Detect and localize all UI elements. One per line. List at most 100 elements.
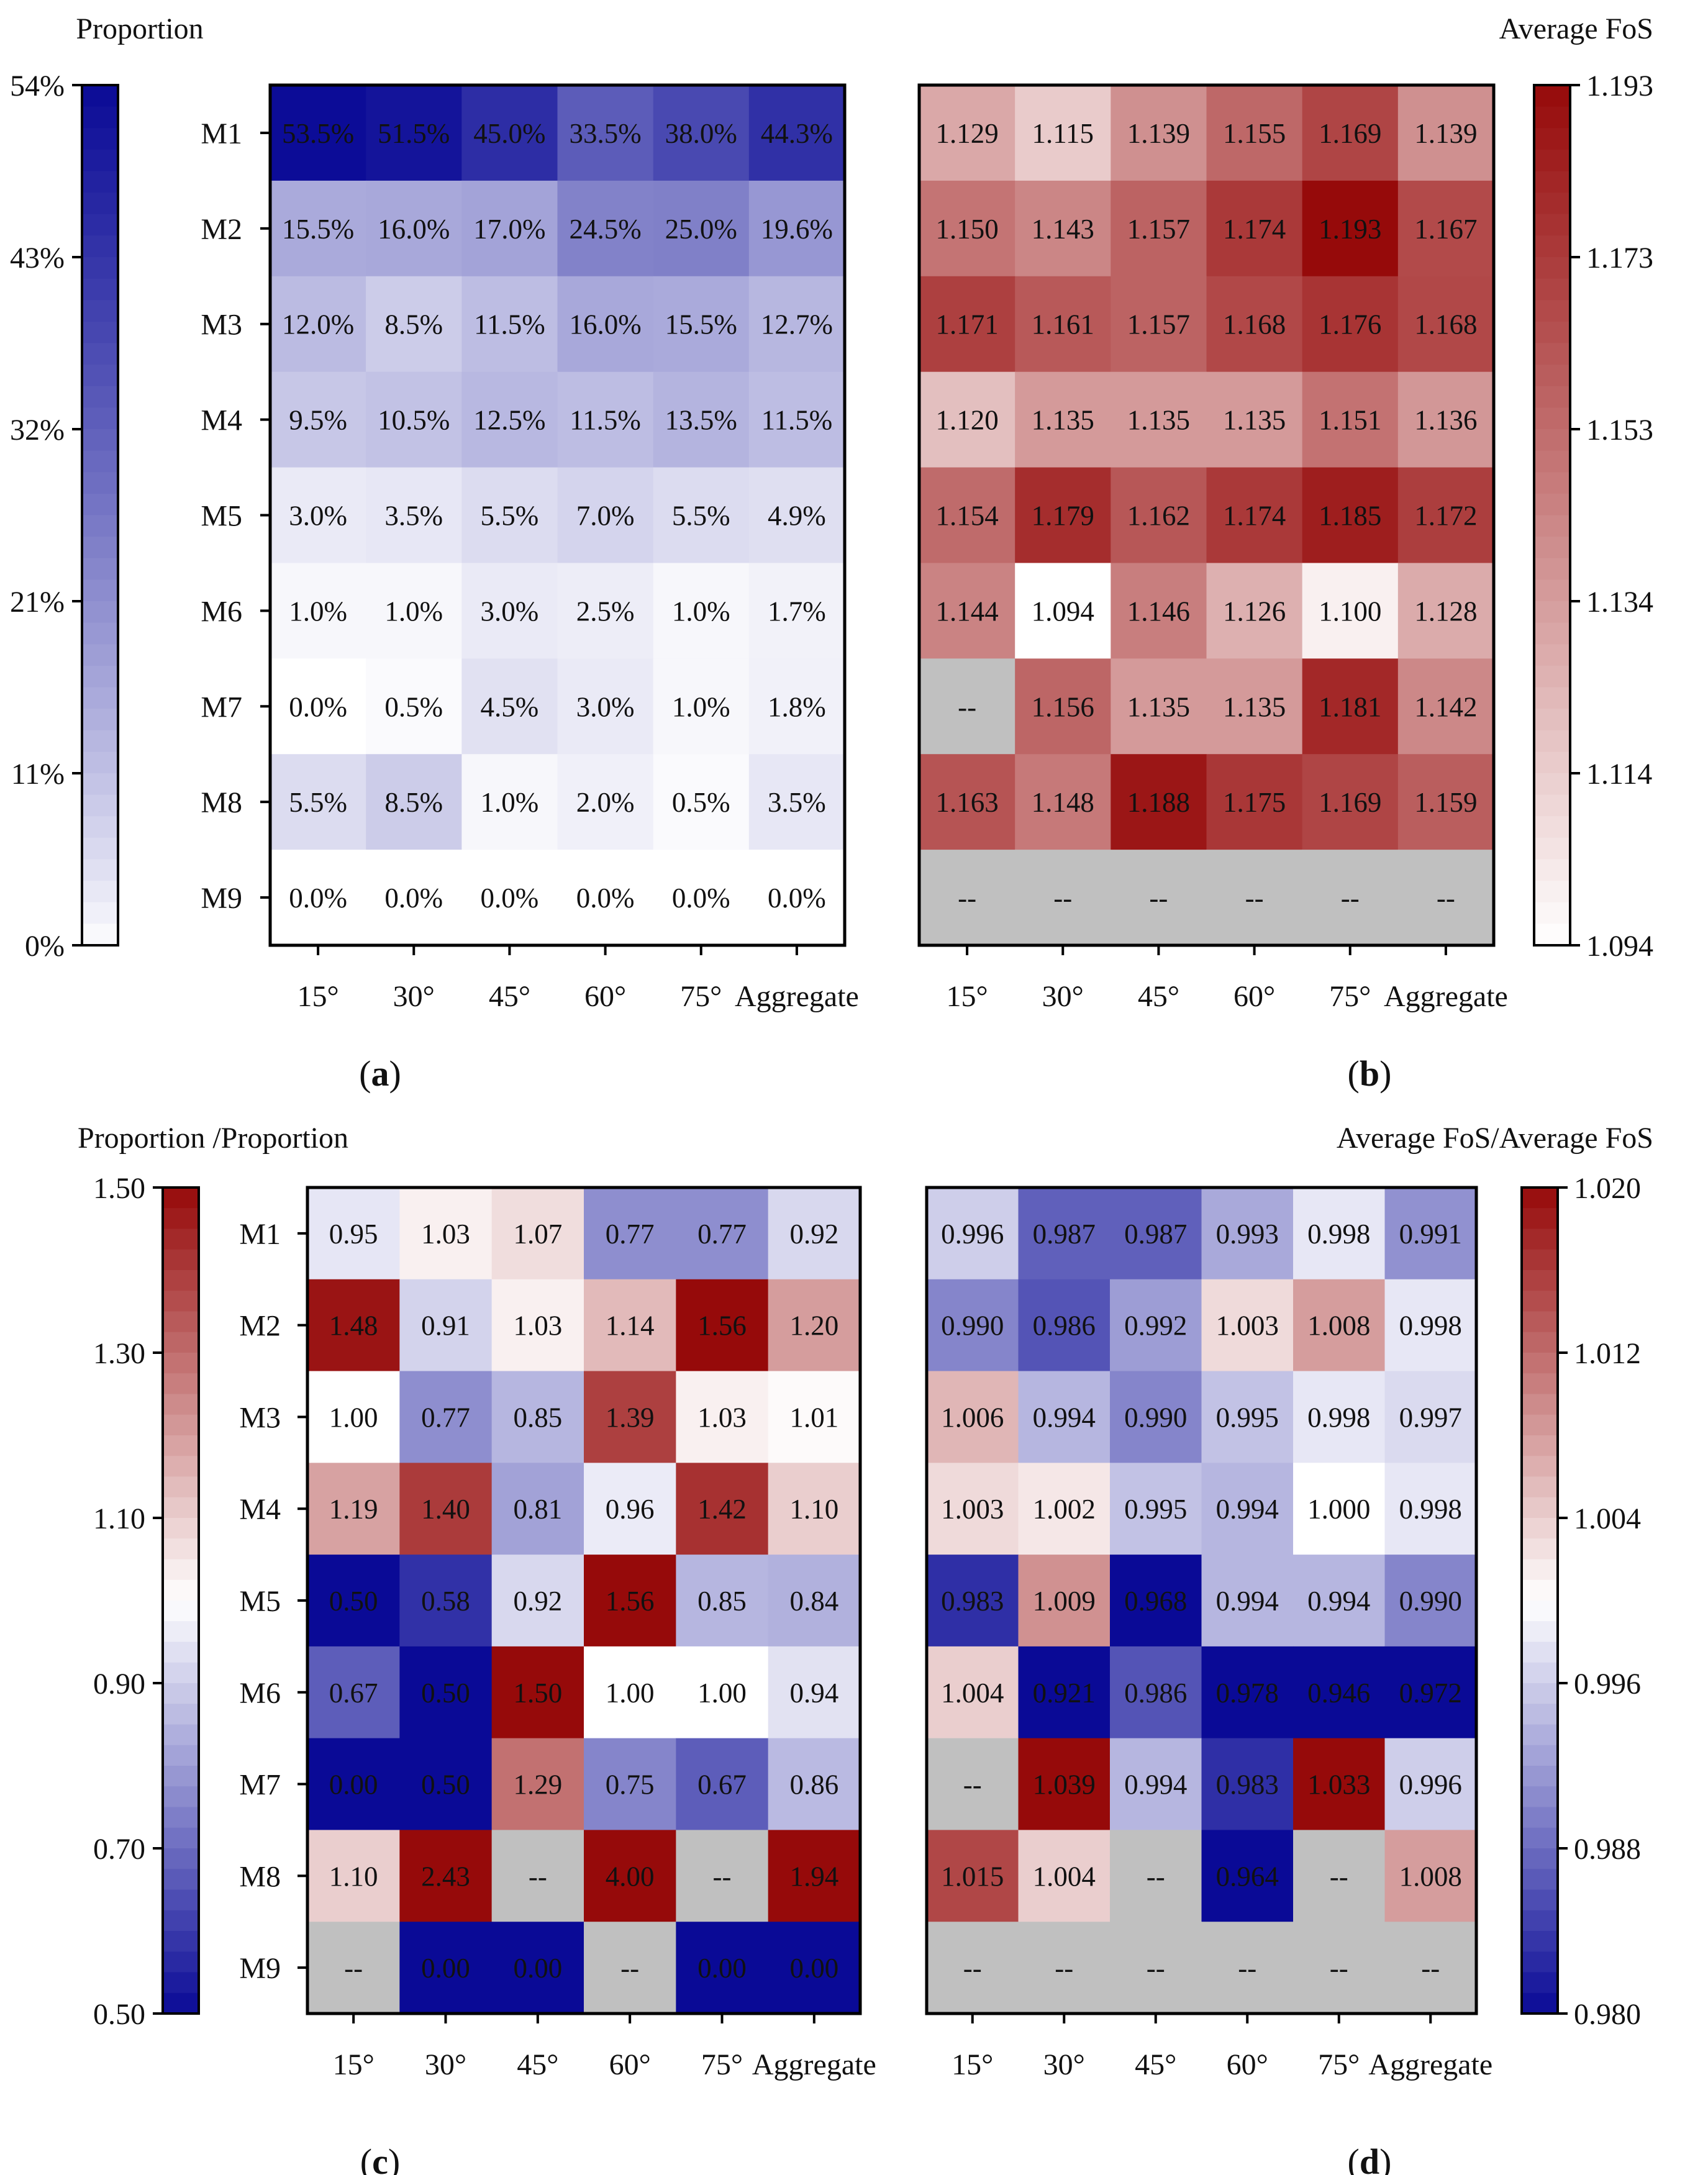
colorbar-step [1534, 85, 1570, 107]
heatmap-cell [1397, 85, 1494, 181]
heatmap-cell [748, 276, 845, 373]
cell-value-label: 1.168 [1223, 309, 1286, 340]
cell-value-label: 1.139 [1414, 118, 1477, 149]
heatmap-cell [1015, 563, 1111, 659]
heatmap-cell [1015, 276, 1111, 373]
heatmap-cell [1384, 1646, 1477, 1739]
cell-value-label: 1.135 [1223, 691, 1286, 722]
heatmap-cell [1015, 467, 1111, 564]
cell-value-label: 1.003 [941, 1494, 1004, 1525]
heatmap-cell [1018, 1922, 1111, 2014]
cell-value-label: 1.161 [1032, 309, 1094, 340]
cell-value-label: 0.00 [513, 1953, 562, 1984]
heatmap-cell [1110, 1738, 1202, 1831]
colorbar-step [1534, 300, 1570, 322]
colorbar-step [1522, 1869, 1558, 1891]
cell-value-label: 0.992 [1124, 1310, 1187, 1342]
cell-value-label: 1.179 [1032, 501, 1094, 532]
cell-value-label: 8.5% [384, 787, 443, 818]
heatmap-cell [1293, 1279, 1386, 1372]
heatmap-cell [1015, 754, 1111, 850]
colorbar-step [163, 1353, 199, 1374]
cell-value-label: 9.5% [289, 405, 347, 436]
colorbar-title: Proportion [76, 12, 203, 45]
cell-value-label: 1.03 [697, 1402, 747, 1433]
cell-value-label: 13.5% [665, 405, 737, 436]
colorbar-step [1522, 1724, 1558, 1746]
heatmap-cell [927, 1555, 1019, 1647]
colorbar-tick-label: 43% [10, 242, 65, 275]
panel-label-close: ) [1379, 2141, 1391, 2175]
cell-value-label: 0.75 [606, 1769, 655, 1800]
cell-value-label: -- [1149, 883, 1168, 914]
heatmap-cell [1302, 658, 1399, 755]
cell-value-label: 1.29 [513, 1769, 562, 1800]
colorbar-step [82, 730, 118, 752]
heatmap-cell [1302, 85, 1399, 181]
colorbar-step [163, 1745, 199, 1766]
heatmap-cell [1201, 1463, 1294, 1555]
colorbar-tick-label: 54% [10, 70, 65, 102]
cell-value-label: 0.77 [697, 1219, 747, 1250]
heatmap-cell [270, 850, 366, 946]
cell-value-label: 0.95 [329, 1219, 378, 1250]
cell-value-label: 0.85 [513, 1402, 562, 1433]
cell-value-label: 0.0% [672, 883, 730, 914]
colorbar-title: Average FoS/Average FoS [1337, 1122, 1653, 1155]
column-label: 45° [1138, 980, 1179, 1013]
heatmap-cell [919, 754, 1015, 850]
cell-value-label: 0.972 [1399, 1678, 1462, 1709]
colorbar-step [1522, 1373, 1558, 1395]
column-label: Aggregate [735, 980, 859, 1013]
heatmap-cell [491, 1463, 584, 1555]
colorbar-step [163, 1724, 199, 1746]
colorbar-step [1522, 1353, 1558, 1374]
colorbar-step [1522, 1332, 1558, 1353]
colorbar-step [163, 1456, 199, 1478]
panel-label: (d) [1348, 2141, 1392, 2175]
colorbar-step [163, 1518, 199, 1539]
colorbar-step [163, 1786, 199, 1808]
cell-value-label: 0.998 [1399, 1494, 1462, 1525]
row-label: M8 [201, 786, 242, 819]
heatmap-cell [557, 371, 654, 468]
colorbar-step [82, 300, 118, 322]
colorbar-step [1522, 1766, 1558, 1787]
colorbar-step [1534, 365, 1570, 387]
colorbar-step [1534, 579, 1570, 602]
cell-value-label: 0.00 [421, 1953, 470, 1984]
colorbar-step [82, 881, 118, 903]
colorbar-step [163, 1683, 199, 1704]
heatmap-cell [491, 1646, 584, 1739]
heatmap-cell [1018, 1555, 1111, 1647]
heatmap-cell [399, 1279, 493, 1372]
cell-value-label: 7.0% [576, 501, 635, 532]
cell-value-label: 0.0% [384, 883, 443, 914]
heatmap-cell [307, 1830, 400, 1922]
colorbar-step [1534, 687, 1570, 709]
cell-value-label: 25.0% [665, 214, 737, 245]
heatmap-cell [1293, 1646, 1386, 1739]
heatmap-cell [557, 658, 654, 755]
cell-value-label: 1.006 [941, 1402, 1004, 1433]
colorbar-step [82, 902, 118, 924]
heatmap-cell [768, 1371, 861, 1463]
colorbar-step [1522, 1249, 1558, 1271]
cell-value-label: 0.96 [606, 1494, 655, 1525]
column-label: 45° [517, 2048, 558, 2081]
heatmap-cell [1201, 1646, 1294, 1739]
cell-value-label: 1.139 [1127, 118, 1190, 149]
cell-value-label: -- [963, 1953, 982, 1984]
colorbar-step [1534, 816, 1570, 838]
heatmap-cell [1302, 850, 1399, 946]
colorbar-step [82, 450, 118, 473]
colorbar-step [1534, 837, 1570, 860]
cell-value-label: 1.8% [768, 691, 826, 722]
cell-value-label: -- [1147, 1953, 1165, 1984]
cell-value-label: 0.94 [789, 1678, 838, 1709]
colorbar-step [82, 149, 118, 172]
colorbar-step [1522, 1827, 1558, 1849]
heatmap-cell [557, 180, 654, 277]
cell-value-label: 0.978 [1216, 1678, 1279, 1709]
cell-value-label: 0.995 [1216, 1402, 1279, 1433]
